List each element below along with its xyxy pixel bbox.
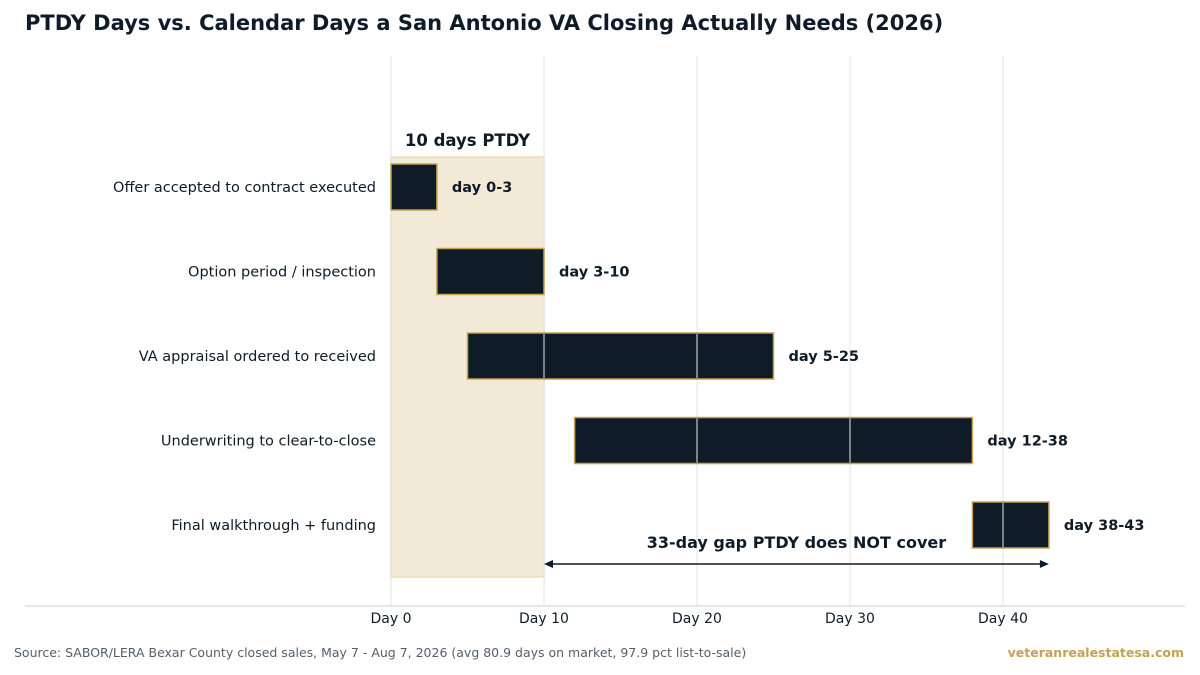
gap-arrow-head-right xyxy=(1039,560,1049,568)
task-label: VA appraisal ordered to received xyxy=(139,349,376,365)
gap-arrow-head-left xyxy=(544,560,553,568)
task-bar xyxy=(466,332,775,380)
x-tick-label: Day 10 xyxy=(519,611,569,627)
task-bar xyxy=(971,501,1050,549)
x-tick-label: Day 30 xyxy=(825,611,875,627)
bar-data-label: day 3-10 xyxy=(559,265,630,281)
brand-link[interactable]: veteranrealestatesa.com xyxy=(1007,645,1184,660)
ptdy-label: 10 days PTDY xyxy=(405,131,531,150)
task-label: Underwriting to clear-to-close xyxy=(161,434,376,450)
task-bar xyxy=(390,163,438,211)
task-bar xyxy=(573,416,974,465)
task-label: Option period / inspection xyxy=(188,265,376,281)
chart-title: PTDY Days vs. Calendar Days a San Antoni… xyxy=(25,11,944,35)
bar-data-label: day 0-3 xyxy=(452,180,512,196)
bar-data-label: day 5-25 xyxy=(789,349,860,365)
bar-data-label: day 12-38 xyxy=(987,434,1068,450)
gap-label: 33-day gap PTDY does NOT cover xyxy=(647,533,946,552)
task-bar xyxy=(436,247,545,296)
source-note: Source: SABOR/LERA Bexar County closed s… xyxy=(14,645,747,660)
bar-data-label: day 38-43 xyxy=(1064,518,1145,534)
task-label: Final walkthrough + funding xyxy=(171,518,376,534)
x-tick-label: Day 40 xyxy=(978,611,1028,627)
task-label: Offer accepted to contract executed xyxy=(113,180,376,196)
x-tick-label: Day 20 xyxy=(672,611,722,627)
x-tick-label: Day 0 xyxy=(370,611,411,627)
